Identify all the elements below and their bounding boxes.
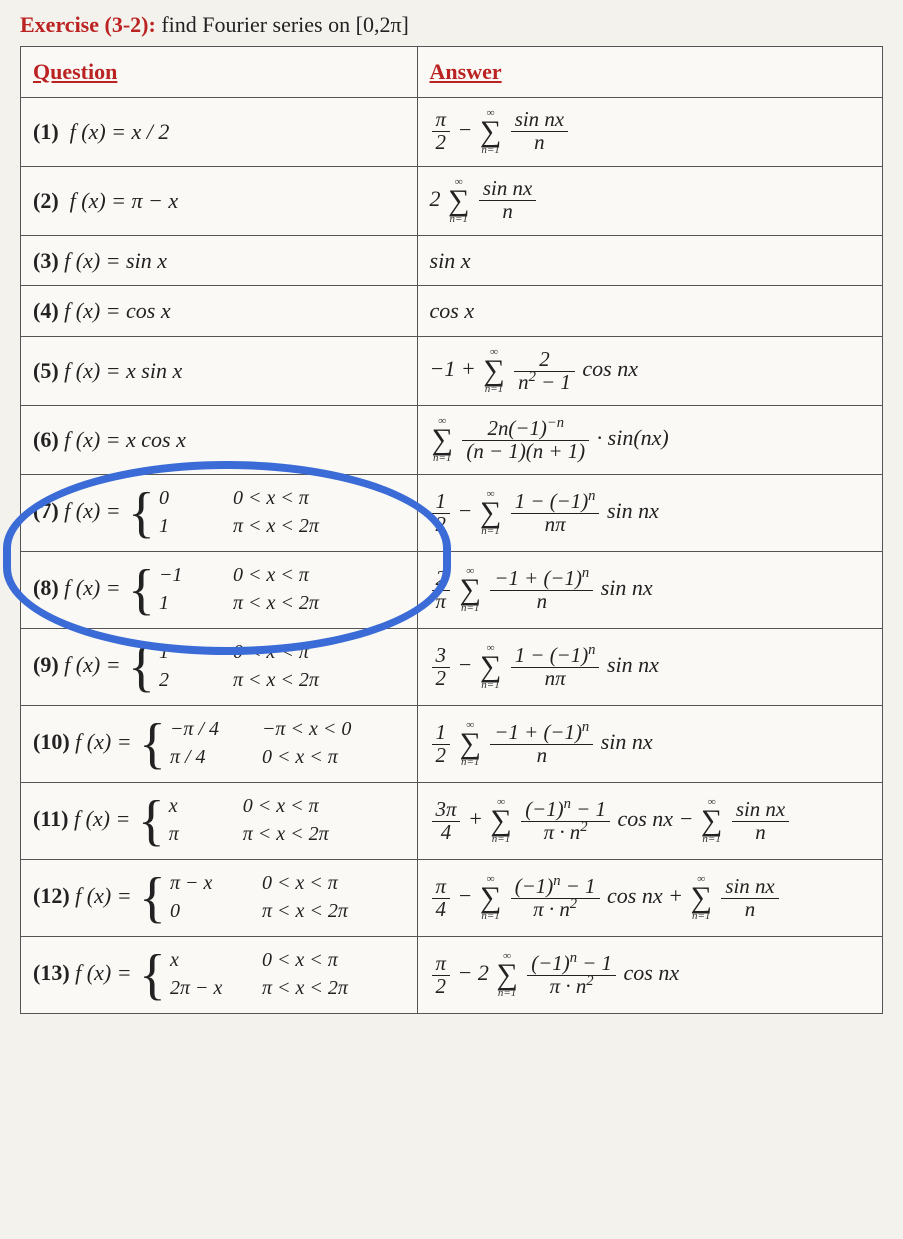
table-row: (8) f (x) = { −10 < x < π 1π < x < 2π 2π… [21, 552, 883, 629]
answer-cell: −1 + ∞∑n=1 2n2 − 1 cos nx [417, 337, 882, 406]
fourier-table: Question Answer (1) f (x) = x / 2 π2 − ∞… [20, 46, 883, 1014]
exercise-title: Exercise (3-2): find Fourier series on [… [20, 12, 883, 38]
question-cell: (6) f (x) = x cos x [21, 406, 418, 475]
header-question: Question [21, 47, 418, 98]
table-wrapper: Question Answer (1) f (x) = x / 2 π2 − ∞… [20, 46, 883, 1014]
answer-cell: π2 − 2 ∞∑n=1 (−1)n − 1π · n2 cos nx [417, 937, 882, 1014]
question-cell: (11) f (x) = { x0 < x < π ππ < x < 2π [21, 783, 418, 860]
answer-cell: π4 − ∞∑n=1 (−1)n − 1π · n2 cos nx + ∞∑n=… [417, 860, 882, 937]
table-row: (13) f (x) = { x0 < x < π 2π − xπ < x < … [21, 937, 883, 1014]
table-row: (4) f (x) = cos x cos x [21, 286, 883, 337]
question-cell: (13) f (x) = { x0 < x < π 2π − xπ < x < … [21, 937, 418, 1014]
answer-cell: ∞∑n=1 2n(−1)−n(n − 1)(n + 1) · sin(nx) [417, 406, 882, 475]
table-row: (11) f (x) = { x0 < x < π ππ < x < 2π 3π… [21, 783, 883, 860]
title-accent: Exercise (3-2): [20, 12, 156, 37]
table-row: (6) f (x) = x cos x ∞∑n=1 2n(−1)−n(n − 1… [21, 406, 883, 475]
question-cell: (7) f (x) = { 00 < x < π 1π < x < 2π [21, 475, 418, 552]
question-cell: (3) f (x) = sin x [21, 235, 418, 286]
table-row: (1) f (x) = x / 2 π2 − ∞∑n=1 sin nxn [21, 97, 883, 166]
table-row: (7) f (x) = { 00 < x < π 1π < x < 2π 12 … [21, 475, 883, 552]
table-row: (2) f (x) = π − x 2 ∞∑n=1 sin nxn [21, 166, 883, 235]
answer-cell: sin x [417, 235, 882, 286]
question-cell: (9) f (x) = { 10 < x < π 2π < x < 2π [21, 629, 418, 706]
table-row: (12) f (x) = { π − x0 < x < π 0π < x < 2… [21, 860, 883, 937]
answer-cell: 3π4 + ∞∑n=1 (−1)n − 1π · n2 cos nx − ∞∑n… [417, 783, 882, 860]
answer-cell: 12 − ∞∑n=1 1 − (−1)nnπ sin nx [417, 475, 882, 552]
answer-cell: cos x [417, 286, 882, 337]
question-cell: (1) f (x) = x / 2 [21, 97, 418, 166]
answer-cell: 32 − ∞∑n=1 1 − (−1)nnπ sin nx [417, 629, 882, 706]
question-cell: (8) f (x) = { −10 < x < π 1π < x < 2π [21, 552, 418, 629]
title-rest: find Fourier series on [0,2π] [156, 12, 409, 37]
table-row: (5) f (x) = x sin x −1 + ∞∑n=1 2n2 − 1 c… [21, 337, 883, 406]
question-cell: (12) f (x) = { π − x0 < x < π 0π < x < 2… [21, 860, 418, 937]
table-row: (3) f (x) = sin x sin x [21, 235, 883, 286]
answer-cell: π2 − ∞∑n=1 sin nxn [417, 97, 882, 166]
header-answer: Answer [417, 47, 882, 98]
answer-cell: 2 ∞∑n=1 sin nxn [417, 166, 882, 235]
question-cell: (5) f (x) = x sin x [21, 337, 418, 406]
question-cell: (2) f (x) = π − x [21, 166, 418, 235]
table-row: (10) f (x) = { −π / 4−π < x < 0 π / 40 <… [21, 706, 883, 783]
table-row: (9) f (x) = { 10 < x < π 2π < x < 2π 32 … [21, 629, 883, 706]
question-cell: (10) f (x) = { −π / 4−π < x < 0 π / 40 <… [21, 706, 418, 783]
answer-cell: 12 ∞∑n=1 −1 + (−1)nn sin nx [417, 706, 882, 783]
question-cell: (4) f (x) = cos x [21, 286, 418, 337]
answer-cell: 2π ∞∑n=1 −1 + (−1)nn sin nx [417, 552, 882, 629]
